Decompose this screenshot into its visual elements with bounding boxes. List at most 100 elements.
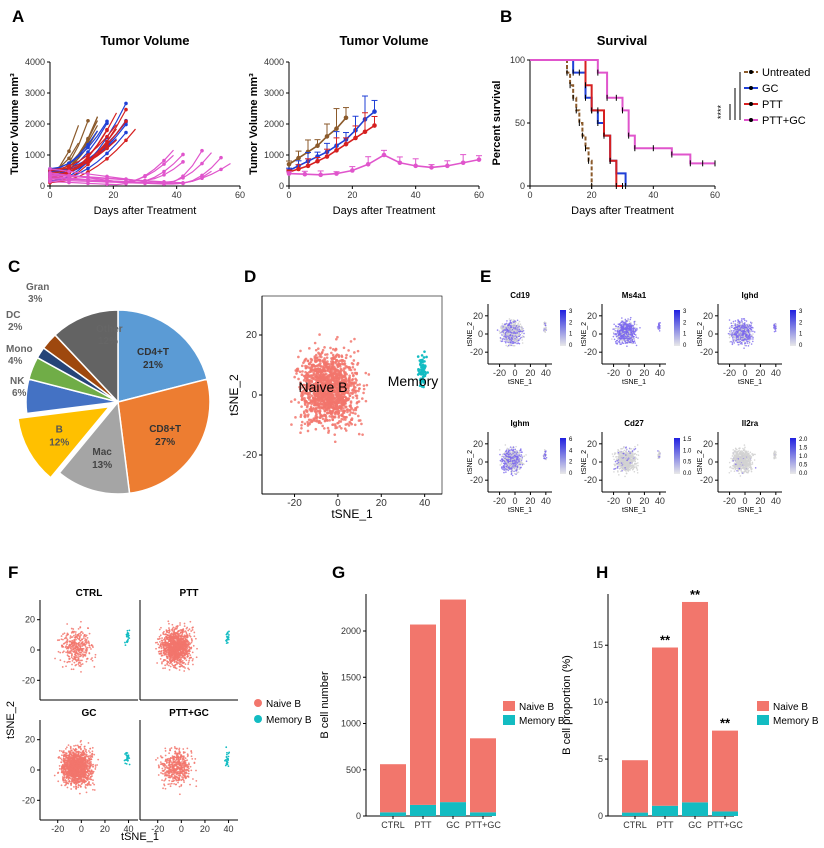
cell-point-naive (364, 399, 368, 403)
cell-point-naive (331, 360, 335, 363)
animal-point (86, 138, 90, 142)
cell-point-naive (352, 408, 356, 412)
cell-point-naive (312, 406, 315, 410)
expression-point (503, 469, 506, 471)
expression-point (744, 334, 747, 337)
cell-point-naive (293, 398, 297, 401)
chart-title: Tumor Volume (100, 33, 189, 48)
expression-point (628, 320, 631, 323)
expression-point (519, 323, 522, 325)
cell-point-naive (307, 413, 310, 416)
cell-point-naive (329, 405, 332, 409)
animal-point (200, 176, 204, 181)
expression-point (733, 333, 736, 335)
expression-point (735, 339, 738, 342)
expression-point (732, 333, 734, 336)
expression-point (503, 462, 506, 464)
cell-point-naive (308, 347, 311, 350)
cell-point-naive (347, 389, 350, 392)
y-tick-label: -20 (470, 475, 483, 485)
expression-point (506, 452, 508, 455)
expression-point (496, 329, 499, 331)
animal-curve (49, 139, 117, 172)
expression-point (519, 455, 522, 458)
expression-point (634, 342, 636, 344)
cell-point-naive (357, 432, 361, 436)
colorbar-label: 0 (683, 343, 687, 349)
colorbar-label: 1 (799, 332, 803, 338)
expression-point (505, 325, 507, 328)
expression-point (623, 336, 626, 339)
cell-point-naive (353, 351, 356, 354)
expression-point (620, 335, 622, 338)
cell-point-naive (356, 383, 359, 387)
expression-point (628, 335, 631, 337)
y-tick-label: 3000 (25, 88, 45, 98)
expression-point (515, 325, 518, 327)
y-tick-label: -20 (700, 347, 713, 357)
expression-point (730, 330, 733, 332)
pie-outer-label: DC (6, 310, 20, 321)
cell-point-naive (348, 368, 351, 371)
cell-point-naive (299, 431, 302, 435)
cell-point-naive (348, 394, 352, 398)
expression-point (746, 340, 748, 343)
expression-point (544, 324, 547, 327)
expression-point (521, 463, 524, 466)
expression-point (732, 322, 735, 324)
cell-point-naive (351, 391, 355, 394)
y-tick-label: 20 (473, 439, 483, 449)
expression-point (513, 325, 516, 328)
expression-point (622, 339, 625, 341)
cell-point-naive (351, 365, 355, 369)
x-axis-title: tSNE_1 (622, 379, 646, 386)
animal-point (162, 173, 166, 177)
cluster-label-memory: Memory (388, 373, 439, 389)
expression-point (750, 343, 753, 345)
pie-slice-CD8+T (117, 378, 211, 495)
animal-point (67, 180, 71, 185)
expression-point (620, 331, 622, 333)
expression-point (513, 454, 516, 457)
expression-point (738, 328, 740, 331)
expression-point (635, 336, 638, 339)
panel-label-E: E (480, 267, 491, 286)
y-tick-label: 0 (592, 329, 597, 339)
expression-point (510, 337, 513, 339)
expression-point (513, 462, 516, 465)
cell-point-memory (416, 355, 420, 358)
expression-point (517, 339, 520, 342)
cell-point-naive (332, 415, 336, 419)
expression-point (635, 344, 638, 347)
cell-point-naive (345, 397, 348, 400)
animal-point (124, 130, 128, 135)
cell-point-naive (319, 421, 323, 425)
expression-point (502, 465, 505, 467)
animal-point (67, 164, 71, 168)
cell-point-naive (345, 353, 348, 357)
cell-point-naive (331, 423, 335, 426)
expression-point (507, 337, 510, 339)
expression-point (620, 324, 623, 326)
cell-point-naive (361, 433, 364, 436)
expression-point (618, 333, 620, 336)
cell-point-naive (307, 362, 311, 366)
expression-point (508, 462, 511, 464)
expression-point (510, 448, 513, 451)
expression-point (519, 459, 522, 461)
cell-point-naive (323, 427, 326, 430)
y-tick-label: 100 (510, 55, 525, 65)
expression-point (517, 471, 520, 473)
cell-point-naive (328, 367, 332, 370)
animal-point (86, 153, 90, 157)
expression-point (514, 332, 517, 334)
expression-point (736, 331, 739, 333)
panel-label-G: G (332, 563, 345, 582)
data-point (397, 160, 403, 166)
data-point (305, 163, 311, 169)
cell-point-naive (320, 351, 324, 355)
legend-marker (749, 86, 753, 90)
animal-point (86, 145, 90, 150)
expression-point (501, 460, 503, 463)
expression-point (626, 339, 629, 342)
